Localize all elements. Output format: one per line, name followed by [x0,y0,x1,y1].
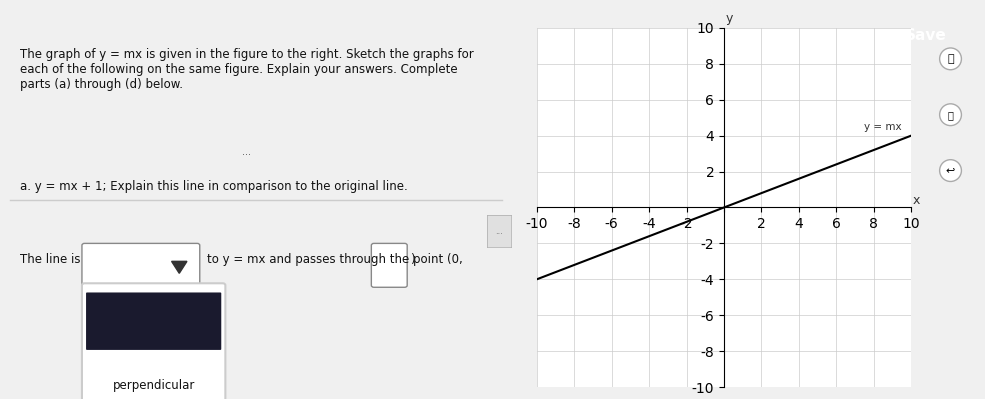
Circle shape [940,160,961,182]
Text: ).: ). [410,253,419,266]
Text: 🔍: 🔍 [948,110,953,120]
Text: to y = mx and passes through the point (0,: to y = mx and passes through the point (… [208,253,463,266]
Circle shape [940,48,961,70]
FancyBboxPatch shape [82,243,200,287]
Text: a. y = mx + 1; Explain this line in comparison to the original line.: a. y = mx + 1; Explain this line in comp… [21,180,408,193]
Text: The graph of y = mx is given in the figure to the right. Sketch the graphs for
e: The graph of y = mx is given in the figu… [21,48,474,91]
Text: ...: ... [495,227,502,236]
Polygon shape [171,261,187,273]
Text: Save: Save [905,28,947,43]
Text: 🔍: 🔍 [948,54,953,64]
Text: perpendicular: perpendicular [112,379,195,391]
Text: ↩: ↩ [946,166,955,176]
Text: The line is: The line is [21,253,81,266]
Text: y: y [726,12,733,26]
FancyBboxPatch shape [82,283,226,399]
FancyBboxPatch shape [371,243,407,287]
Text: y = mx: y = mx [865,122,902,132]
Circle shape [940,104,961,126]
Text: x: x [913,194,920,207]
FancyBboxPatch shape [86,292,222,350]
Text: ...: ... [241,146,251,157]
